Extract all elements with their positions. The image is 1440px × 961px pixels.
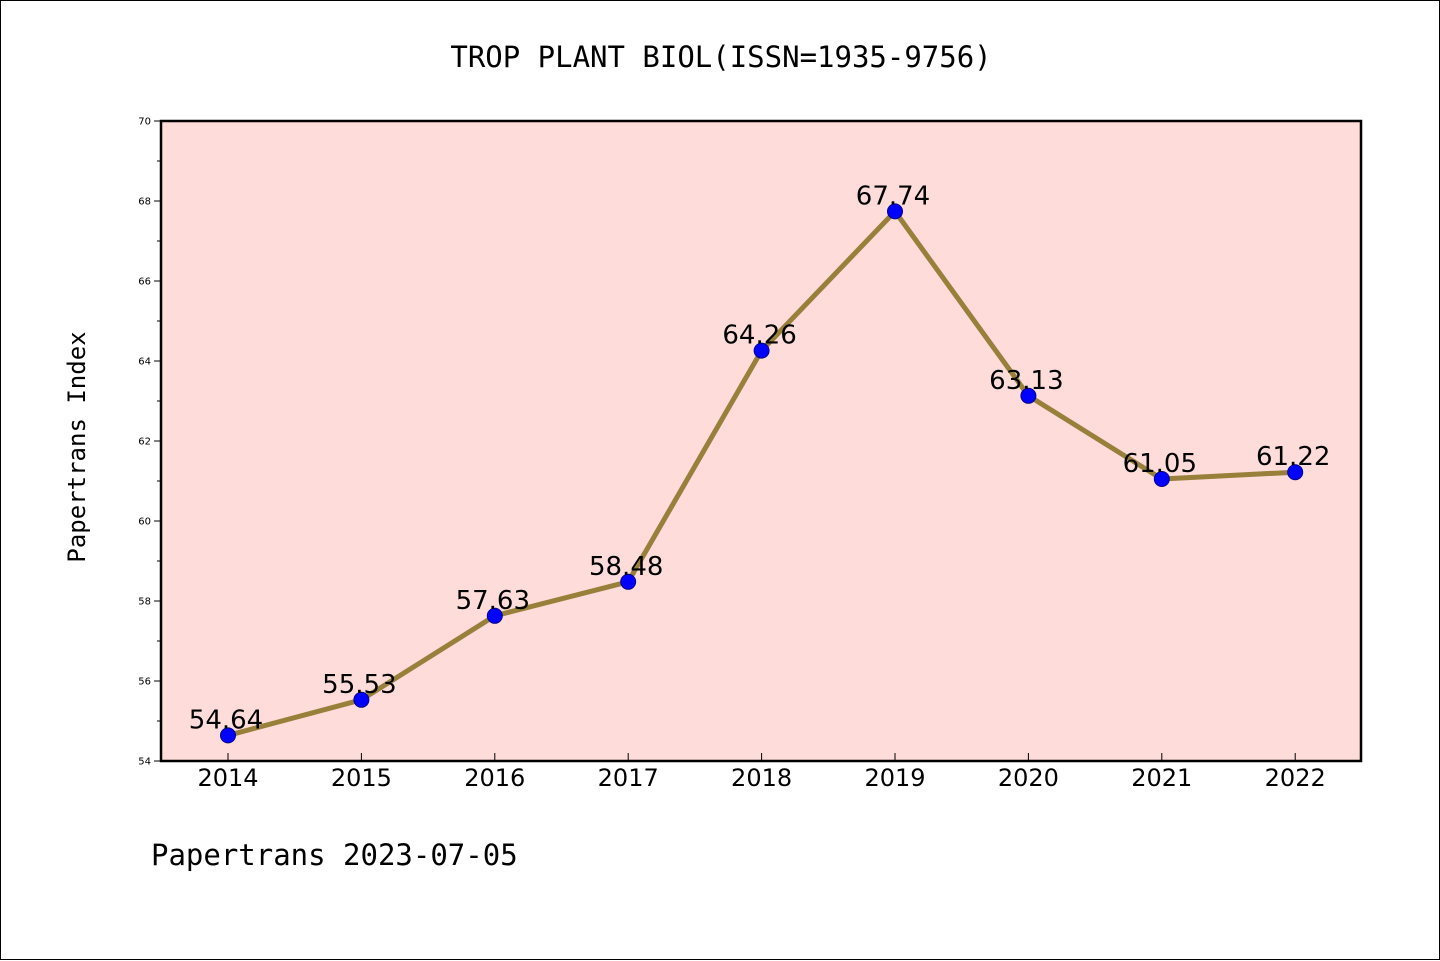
data-point [486, 607, 503, 624]
data-labels: 54.64 55.53 57.63 58.48 64.26 67.74 63.13 61.05… [189, 181, 1331, 735]
data-point [620, 573, 637, 590]
data-label: 54.64 [189, 705, 263, 735]
data-point [220, 727, 236, 744]
y-tick-label: 58 [138, 597, 151, 608]
y-tick-label: 56 [138, 677, 151, 688]
series [220, 203, 1304, 744]
chart-title: TROP PLANT BIOL(ISSN=1935-9756) [450, 40, 991, 74]
y-axis-label: Papertrans Index [63, 331, 91, 562]
data-label: 58.48 [589, 552, 663, 582]
x-tick-label: 2019 [864, 764, 925, 792]
data-point [753, 342, 770, 359]
data-label: 61.22 [1256, 442, 1330, 472]
y-tick-label: 62 [138, 437, 151, 448]
y-axis: 54 56 58 60 62 64 66 68 70 [138, 117, 161, 768]
y-tick-label: 64 [138, 357, 151, 368]
x-tick-label: 2016 [464, 764, 525, 792]
plot-frame [159, 119, 1363, 763]
data-point [353, 691, 370, 708]
data-label: 61.05 [1123, 449, 1197, 479]
data-label: 55.53 [322, 670, 396, 700]
data-label: 57.63 [456, 586, 530, 616]
x-tick-label: 2018 [731, 764, 792, 792]
x-tick-label: 2014 [197, 764, 258, 792]
data-point [1153, 471, 1170, 487]
data-point [1020, 387, 1037, 404]
x-tick-label: 2015 [331, 764, 392, 792]
x-tick-label: 2020 [998, 764, 1059, 792]
x-axis: 2014 2015 2016 2017 2018 2019 2020 2021 2022 [197, 753, 1326, 792]
y-tick-label: 68 [138, 197, 151, 208]
plot-area [161, 121, 1361, 761]
data-label: 67.74 [856, 181, 930, 211]
data-label: 64.26 [722, 321, 796, 351]
data-label: 63.13 [989, 366, 1063, 396]
data-point [1287, 464, 1304, 481]
y-tick-label: 70 [138, 117, 151, 128]
y-tick-label: 60 [138, 517, 151, 528]
x-tick-label: 2021 [1131, 764, 1192, 792]
data-point [887, 203, 903, 220]
y-tick-label: 54 [138, 757, 151, 768]
x-tick-label: 2022 [1265, 764, 1326, 792]
footer-date: Papertrans 2023-07-05 [151, 838, 518, 872]
x-tick-label: 2017 [598, 764, 659, 792]
y-tick-label: 66 [138, 277, 151, 288]
